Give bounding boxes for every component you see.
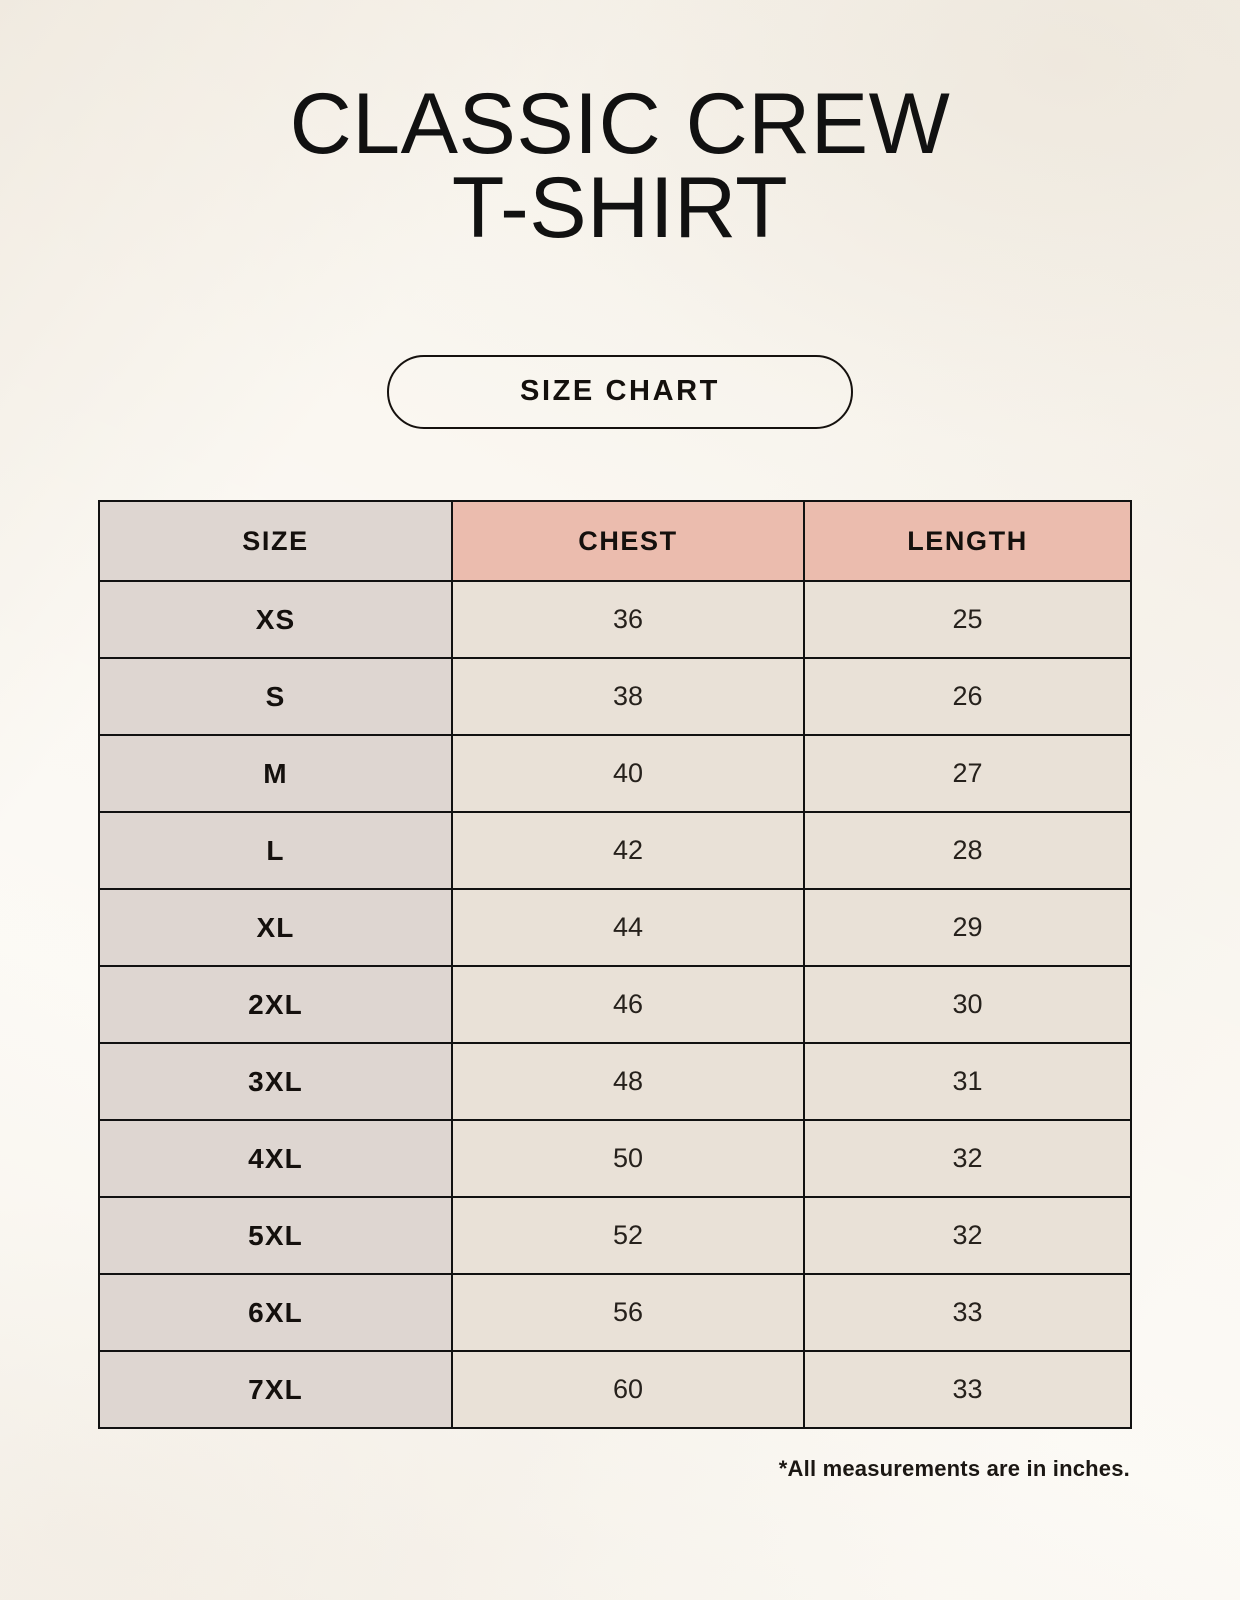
cell-length: 28	[803, 811, 1132, 890]
cell-chest: 50	[451, 1119, 805, 1198]
cell-size: L	[98, 811, 453, 890]
size-chart-badge-container: SIZE CHART	[0, 355, 1240, 429]
table-row: XS 36 25	[98, 580, 1132, 659]
table-header-row: SIZE CHEST LENGTH	[98, 500, 1132, 582]
cell-length: 27	[803, 734, 1132, 813]
column-header-length: LENGTH	[803, 500, 1132, 582]
table-row: 7XL 60 33	[98, 1350, 1132, 1429]
page-title: CLASSIC CREW T-SHIRT	[0, 76, 1240, 256]
cell-size: 4XL	[98, 1119, 453, 1198]
cell-size: XS	[98, 580, 453, 659]
cell-length: 32	[803, 1119, 1132, 1198]
cell-length: 31	[803, 1042, 1132, 1121]
cell-size: 6XL	[98, 1273, 453, 1352]
table-row: 5XL 52 32	[98, 1196, 1132, 1275]
table-row: L 42 28	[98, 811, 1132, 890]
cell-chest: 56	[451, 1273, 805, 1352]
table-body: XS 36 25 S 38 26 M 40 27 L 42 28	[98, 580, 1132, 1429]
cell-size: XL	[98, 888, 453, 967]
cell-chest: 36	[451, 580, 805, 659]
size-chart-table: SIZE CHEST LENGTH XS 36 25 S 38 26 M	[98, 500, 1132, 1429]
table-row: M 40 27	[98, 734, 1132, 813]
table-row: S 38 26	[98, 657, 1132, 736]
cell-chest: 52	[451, 1196, 805, 1275]
cell-chest: 42	[451, 811, 805, 890]
cell-length: 30	[803, 965, 1132, 1044]
cell-length: 26	[803, 657, 1132, 736]
size-chart-table-container: SIZE CHEST LENGTH XS 36 25 S 38 26 M	[98, 500, 1132, 1429]
cell-size: 3XL	[98, 1042, 453, 1121]
cell-length: 33	[803, 1273, 1132, 1352]
cell-length: 25	[803, 580, 1132, 659]
cell-chest: 48	[451, 1042, 805, 1121]
table-row: 4XL 50 32	[98, 1119, 1132, 1198]
cell-chest: 46	[451, 965, 805, 1044]
cell-length: 33	[803, 1350, 1132, 1429]
cell-size: S	[98, 657, 453, 736]
product-title-line-1: CLASSIC CREW	[289, 76, 951, 172]
cell-size: 7XL	[98, 1350, 453, 1429]
table-row: 6XL 56 33	[98, 1273, 1132, 1352]
column-header-size: SIZE	[98, 500, 453, 582]
cell-length: 32	[803, 1196, 1132, 1275]
table-row: 3XL 48 31	[98, 1042, 1132, 1121]
cell-chest: 38	[451, 657, 805, 736]
column-header-chest: CHEST	[451, 500, 805, 582]
measurements-footnote: *All measurements are in inches.	[778, 1456, 1130, 1481]
cell-size: 2XL	[98, 965, 453, 1044]
table-header: SIZE CHEST LENGTH	[98, 500, 1132, 582]
product-title: CLASSIC CREW T-SHIRT	[0, 76, 1240, 256]
cell-chest: 44	[451, 888, 805, 967]
cell-chest: 60	[451, 1350, 805, 1429]
cell-size: M	[98, 734, 453, 813]
cell-chest: 40	[451, 734, 805, 813]
cell-size: 5XL	[98, 1196, 453, 1275]
product-title-line-2: T-SHIRT	[451, 160, 789, 256]
cell-length: 29	[803, 888, 1132, 967]
size-chart-badge: SIZE CHART	[387, 355, 853, 429]
table-row: XL 44 29	[98, 888, 1132, 967]
table-row: 2XL 46 30	[98, 965, 1132, 1044]
